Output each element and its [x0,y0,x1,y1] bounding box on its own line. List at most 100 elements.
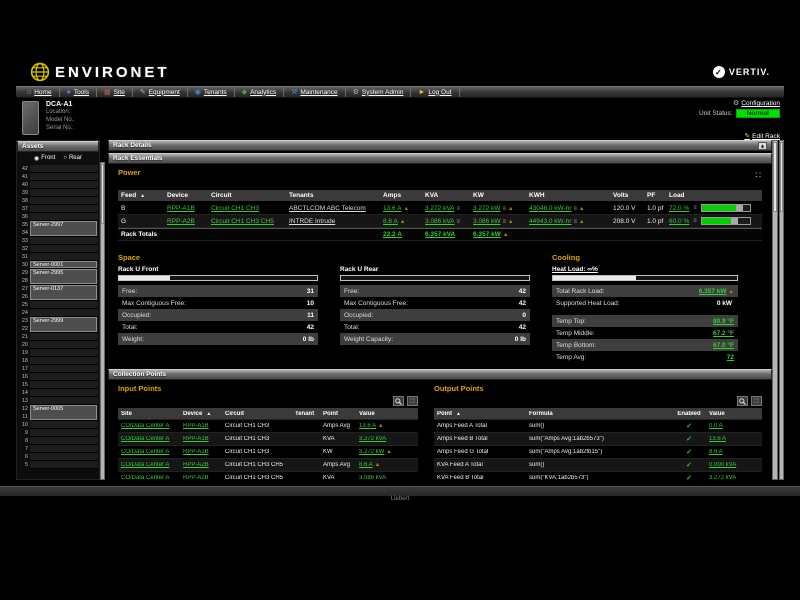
tenant-link[interactable]: ABCTLCOM ABC Telecom [289,204,366,212]
col-amps[interactable]: Amps [383,192,402,199]
col-kw[interactable]: KW [473,192,484,199]
site-link[interactable]: CO/Data Center A [121,436,170,442]
slot-cell[interactable] [30,421,98,429]
value-link[interactable]: 3.272 kW [359,449,385,455]
col-formula[interactable]: Formula [529,410,553,417]
history-icon[interactable]: ≡ [502,218,506,225]
col-kva[interactable]: KVA [425,192,439,199]
slot-cell[interactable] [30,397,98,405]
kwh-link[interactable]: 43048.0 kW-hr [529,204,572,212]
slot-cell[interactable] [30,301,98,309]
history-icon[interactable]: ≡ [502,205,506,212]
tenant-link[interactable]: INTRDE Intrude [289,217,336,225]
slot-cell[interactable] [30,333,98,341]
menu-item-equipment[interactable]: ✎ Equipment [133,87,188,97]
panel-scrollbar-thumb[interactable] [773,142,777,212]
slot-cell[interactable] [30,165,98,173]
front-radio[interactable]: ◉ Front [34,155,56,162]
page-scrollbar[interactable] [779,140,784,480]
col-tenant[interactable]: Tenant [295,410,315,417]
slot-cell[interactable]: Server-0001 [30,261,98,269]
value-link[interactable]: 0.000 kVA [709,462,737,468]
kva-link[interactable]: 3.272 kVA [425,204,455,212]
search-icon[interactable] [737,396,748,406]
asset-server[interactable]: Server-2997 [30,221,97,236]
value-link[interactable]: 8.6 A [359,462,373,468]
col-feed[interactable]: Feed ▲ [121,192,146,199]
slot-cell[interactable] [30,445,98,453]
asset-server[interactable]: Server-2995 [30,269,97,284]
slot-cell[interactable] [30,173,98,181]
asset-server[interactable]: Server-0001 [30,261,97,268]
history-icon[interactable]: ≡ [573,218,578,225]
slot-cell[interactable] [30,461,98,469]
menu-item-maintenance[interactable]: ⚒ Maintenance [284,87,346,97]
amps-link[interactable]: 8.6 A [383,217,398,225]
slot-cell[interactable] [30,365,98,373]
col-tenants[interactable]: Tenants [289,192,314,199]
kw-link[interactable]: 3.272 kW [473,204,501,212]
slot-cell[interactable] [30,453,98,461]
circuit-link[interactable]: Circuit CH1 CH3 CH5 [211,217,274,225]
history-icon[interactable]: ≡ [693,218,697,224]
device-link[interactable]: RPP-A2B [167,217,195,225]
kw-link[interactable]: 3.086 kW [473,217,501,225]
col-pf[interactable]: PF [647,192,656,199]
slot-cell[interactable]: Server-0137 [30,285,98,300]
kwh-link[interactable]: 44943.0 kW-hr [529,217,572,225]
col-kwh[interactable]: KWH [529,192,545,199]
col-enabled[interactable]: Enabled [677,410,701,417]
col-circuit[interactable]: Circuit [225,410,245,417]
col-device[interactable]: Device [167,192,188,199]
totals-kva-link[interactable]: 6.357 kVA [425,231,456,238]
circuit-link[interactable]: Circuit CH1 CH3 [211,204,260,212]
col-point[interactable]: Point [323,410,338,417]
slot-cell[interactable]: Server-2995 [30,269,98,284]
menu-item-site[interactable]: ▦ Site [97,87,133,97]
device-link[interactable]: RPP-A1B [183,423,209,429]
collapse-panel-button[interactable]: ▴ [758,141,767,150]
history-icon[interactable]: ≡ [693,205,697,211]
menu-item-home[interactable]: ⌂ Home [20,87,60,97]
cooling-row-value[interactable]: 67.2 °F [712,329,734,337]
site-link[interactable]: CO/Data Center A [121,462,170,468]
value-link[interactable]: 13.6 A [709,436,727,442]
rear-radio[interactable]: ○ Rear [63,155,82,161]
col-circuit[interactable]: Circuit [211,192,232,199]
assets-scrollbar-thumb[interactable] [101,164,104,224]
slot-cell[interactable]: Server-2999 [30,317,98,332]
totals-amps-link[interactable]: 22.2 A [383,231,402,238]
totals-kw-link[interactable]: 6.357 kW [473,231,501,238]
menu-item-tools[interactable]: ● Tools [60,87,97,97]
slot-cell[interactable] [30,197,98,205]
slot-cell[interactable] [30,245,98,253]
slot-cell[interactable] [30,253,98,261]
device-link[interactable]: RPP-A2B [183,475,209,480]
device-link[interactable]: RPP-A1B [167,204,195,212]
device-link[interactable]: RPP-A2B [183,462,209,468]
menu-item-analytics[interactable]: ◆ Analytics [235,87,285,97]
menu-item-system-admin[interactable]: ⚙ System Admin [346,87,412,97]
slot-cell[interactable] [30,205,98,213]
col-load[interactable]: Load [669,192,685,199]
asset-server[interactable]: Server-2999 [30,317,97,332]
value-link[interactable]: 13.6 A [359,423,377,429]
value-link[interactable]: 8.6 A [709,449,723,455]
device-link[interactable]: RPP-A1B [183,436,209,442]
load-link[interactable]: 60.0 % [669,217,690,225]
slot-cell[interactable]: Server-0005 [30,405,98,420]
slot-cell[interactable] [30,381,98,389]
col-value[interactable]: Value [359,410,375,417]
history-icon[interactable]: ≡ [456,205,461,212]
amps-link[interactable]: 13.6 A [383,204,402,212]
value-link[interactable]: 0.0 A [709,423,723,429]
grid-view-icon[interactable]: ∷ [407,396,418,406]
edit-rack-link[interactable]: ✎ Edit Rack [744,133,780,140]
slot-cell[interactable] [30,357,98,365]
device-link[interactable]: RPP-A1B [183,449,209,455]
page-scrollbar-thumb[interactable] [780,142,783,212]
slot-cell[interactable] [30,389,98,397]
panel-scrollbar[interactable] [772,140,778,480]
assets-scrollbar[interactable] [100,162,105,480]
col-point[interactable]: Point ▲ [437,410,461,417]
